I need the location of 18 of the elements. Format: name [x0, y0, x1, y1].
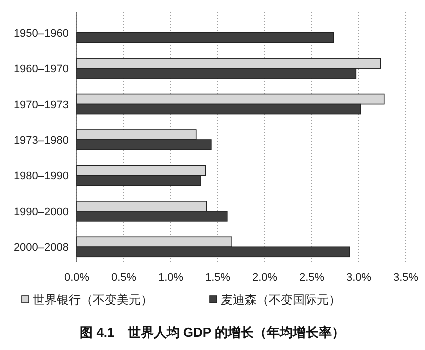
y-tick-label: 1980–1990 [14, 170, 69, 183]
legend-label: 世界银行（不变美元） [33, 293, 153, 307]
legend-label: 麦迪森（不变国际元） [221, 293, 341, 307]
x-tick-label: 3.5% [393, 272, 419, 284]
x-tick-label: 0.0% [64, 272, 90, 284]
y-tick-label: 1960–1970 [14, 64, 69, 76]
y-tick-label: 2000–2008 [14, 242, 69, 254]
x-tick-label: 1.0% [158, 272, 184, 284]
text: 图 4.1 世界人均 GDP 的增长（年均增长率） [80, 325, 345, 340]
x-tick-label: 2.5% [299, 272, 325, 284]
x-tick-label: 1.5% [205, 272, 231, 284]
y-tick-label: 1990–2000 [14, 206, 69, 218]
x-tick-label: 2.0% [252, 272, 278, 284]
y-tick-label: 1950–1960 [14, 28, 69, 40]
y-tick-label: 1973–1980 [14, 135, 69, 147]
x-tick-label: 3.0% [346, 272, 372, 284]
y-tick-label: 1970–1973 [14, 99, 69, 112]
x-tick-label: 0.5% [111, 272, 137, 284]
